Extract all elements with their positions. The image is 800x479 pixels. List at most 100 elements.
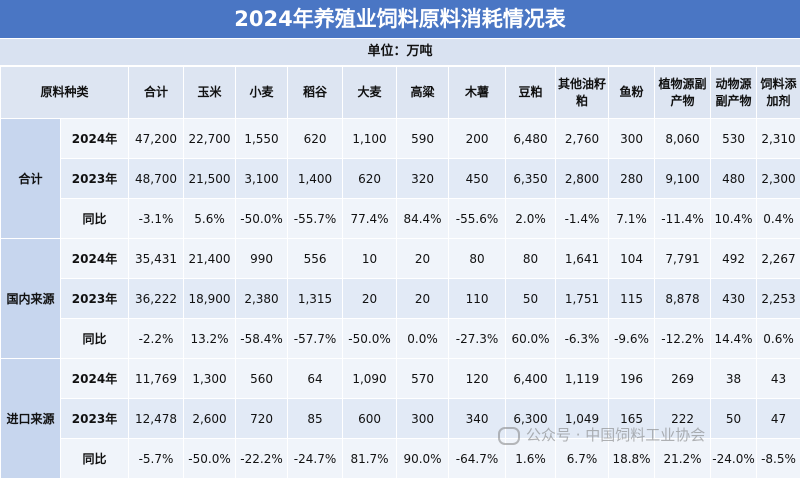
table-cell: 1,641: [556, 239, 609, 279]
table-cell: 50: [506, 279, 556, 319]
row-label: 2023年: [61, 159, 129, 199]
feed-consumption-table: 原料种类 合计 玉米 小麦 稻谷 大麦 高粱 木薯 豆粕 其他油籽粕 鱼粉 植物…: [0, 66, 800, 479]
table-cell: 20: [343, 279, 397, 319]
column-header: 合计: [129, 67, 184, 119]
table-cell: 0.4%: [757, 199, 800, 239]
table-cell: 64: [288, 359, 343, 399]
table-cell: 570: [397, 359, 449, 399]
table-cell: -27.3%: [449, 319, 506, 359]
table-cell: 21,500: [184, 159, 236, 199]
column-header: 大麦: [343, 67, 397, 119]
table-cell: 0.0%: [397, 319, 449, 359]
table-cell: 2,267: [757, 239, 800, 279]
column-header: 稻谷: [288, 67, 343, 119]
table-cell: 1,300: [184, 359, 236, 399]
table-cell: 7,791: [655, 239, 711, 279]
row-label: 同比: [61, 319, 129, 359]
table-cell: 6,350: [506, 159, 556, 199]
table-cell: 1,550: [236, 119, 288, 159]
table-cell: 530: [711, 119, 757, 159]
table-cell: -22.2%: [236, 439, 288, 479]
table-cell: 720: [236, 399, 288, 439]
table-cell: 560: [236, 359, 288, 399]
wechat-icon: [498, 427, 520, 445]
table-cell: 620: [288, 119, 343, 159]
table-cell: 430: [711, 279, 757, 319]
unit-label: 单位：万吨: [0, 39, 800, 65]
table-cell: 35,431: [129, 239, 184, 279]
table-cell: 6,480: [506, 119, 556, 159]
table-cell: -50.0%: [236, 199, 288, 239]
table-cell: 8,878: [655, 279, 711, 319]
table-cell: 1,119: [556, 359, 609, 399]
table-cell: 600: [343, 399, 397, 439]
table-cell: 60.0%: [506, 319, 556, 359]
row-label: 2024年: [61, 239, 129, 279]
column-header: 饲料添加剂: [757, 67, 800, 119]
table-cell: -58.4%: [236, 319, 288, 359]
table-cell: 22,700: [184, 119, 236, 159]
table-cell: 11,769: [129, 359, 184, 399]
table-cell: 84.4%: [397, 199, 449, 239]
table-cell: 90.0%: [397, 439, 449, 479]
table-cell: 1,751: [556, 279, 609, 319]
table-cell: -50.0%: [184, 439, 236, 479]
table-cell: 10.4%: [711, 199, 757, 239]
table-cell: 110: [449, 279, 506, 319]
table-cell: 12,478: [129, 399, 184, 439]
table-cell: 990: [236, 239, 288, 279]
row-label: 2023年: [61, 279, 129, 319]
table-cell: 450: [449, 159, 506, 199]
table-cell: 2.0%: [506, 199, 556, 239]
table-cell: 2,600: [184, 399, 236, 439]
table-cell: 104: [609, 239, 655, 279]
table-cell: 1,090: [343, 359, 397, 399]
group-label: 进口来源: [1, 359, 61, 479]
watermark-text: 公众号 · 中国饲料工业协会: [526, 426, 705, 444]
table-cell: 9,100: [655, 159, 711, 199]
table-cell: 38: [711, 359, 757, 399]
table-cell: 492: [711, 239, 757, 279]
row-label: 2023年: [61, 399, 129, 439]
table-cell: 21,400: [184, 239, 236, 279]
table-cell: 2,380: [236, 279, 288, 319]
table-cell: 115: [609, 279, 655, 319]
table-cell: 1,100: [343, 119, 397, 159]
table-cell: -5.7%: [129, 439, 184, 479]
table-cell: 1,315: [288, 279, 343, 319]
table-cell: 300: [397, 399, 449, 439]
table-cell: 14.4%: [711, 319, 757, 359]
column-header: 小麦: [236, 67, 288, 119]
table-cell: 2,253: [757, 279, 800, 319]
table-cell: 2,760: [556, 119, 609, 159]
table-cell: 5.6%: [184, 199, 236, 239]
table-cell: 48,700: [129, 159, 184, 199]
table-cell: -11.4%: [655, 199, 711, 239]
group-label: 合计: [1, 119, 61, 239]
table-cell: 6,400: [506, 359, 556, 399]
table-row: 同比-2.2%13.2%-58.4%-57.7%-50.0%0.0%-27.3%…: [1, 319, 800, 359]
table-cell: 7.1%: [609, 199, 655, 239]
table-cell: -57.7%: [288, 319, 343, 359]
table-cell: 80: [449, 239, 506, 279]
group-label: 国内来源: [1, 239, 61, 359]
table-row: 同比-3.1%5.6%-50.0%-55.7%77.4%84.4%-55.6%2…: [1, 199, 800, 239]
table-cell: -1.4%: [556, 199, 609, 239]
row-label: 2024年: [61, 359, 129, 399]
table-cell: 47,200: [129, 119, 184, 159]
row-label: 同比: [61, 439, 129, 479]
table-cell: 280: [609, 159, 655, 199]
table-cell: 300: [609, 119, 655, 159]
table-cell: 120: [449, 359, 506, 399]
table-cell: 8,060: [655, 119, 711, 159]
table-cell: 20: [397, 239, 449, 279]
table-cell: 1,400: [288, 159, 343, 199]
table-cell: 20: [397, 279, 449, 319]
table-cell: 77.4%: [343, 199, 397, 239]
table-cell: 0.6%: [757, 319, 800, 359]
